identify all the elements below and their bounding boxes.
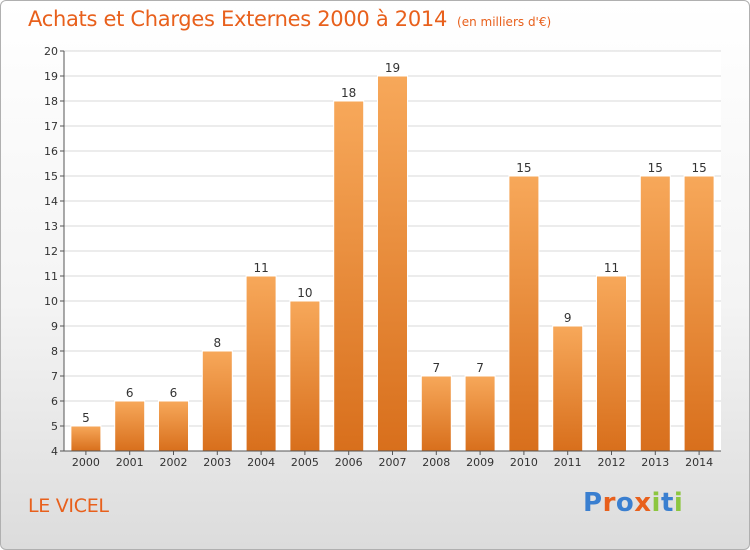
- bar: [333, 100, 365, 452]
- logo-letter: t: [660, 488, 674, 518]
- x-tick-label: 2003: [203, 456, 231, 469]
- data-label: 19: [385, 61, 400, 75]
- bar: [245, 275, 277, 452]
- data-label: 11: [604, 261, 619, 275]
- x-tick-label: 2008: [422, 456, 450, 469]
- logo-letter: P: [583, 488, 603, 518]
- chart-unit: (en milliers d'€): [457, 15, 552, 29]
- x-tick-label: 2004: [247, 456, 275, 469]
- bar: [596, 275, 627, 452]
- data-label: 6: [126, 386, 134, 400]
- y-tick-label: 14: [44, 195, 58, 208]
- x-tick-label: 2000: [72, 456, 100, 469]
- x-tick-label: 2007: [379, 456, 407, 469]
- data-label: 6: [170, 386, 178, 400]
- bar: [70, 425, 102, 452]
- data-label: 7: [432, 361, 440, 375]
- y-tick-label: 15: [44, 170, 58, 183]
- x-tick-label: 2011: [554, 456, 582, 469]
- y-tick-label: 12: [44, 245, 58, 258]
- x-tick-label: 2013: [641, 456, 669, 469]
- bar: [114, 400, 146, 452]
- y-tick-label: 18: [44, 95, 58, 108]
- bar: [289, 300, 321, 452]
- x-tick-label: 2010: [510, 456, 538, 469]
- data-label: 9: [564, 311, 572, 325]
- data-label: 8: [213, 336, 221, 350]
- logo-letter: i: [651, 488, 661, 518]
- axes: 4 5 6 7 8 9 10 11 12 13 14 15 16 17 18 19 20 2000 2001 2002…: [44, 45, 721, 469]
- proxiti-logo[interactable]: Proxiti: [583, 488, 683, 518]
- y-tick-label: 6: [51, 395, 58, 408]
- bar: [201, 350, 233, 452]
- bar: [420, 375, 452, 452]
- data-label: 7: [476, 361, 484, 375]
- x-tick-label: 2002: [160, 456, 188, 469]
- data-label: 15: [648, 161, 663, 175]
- y-tick-label: 16: [44, 145, 58, 158]
- bar: [508, 175, 540, 452]
- y-tick-label: 17: [44, 120, 58, 133]
- location-label: LE VICEL: [28, 495, 109, 517]
- bars: 5 6 6 8 11 10 18 19 7 7 15 9 11 15 15: [70, 61, 715, 452]
- bar: [683, 175, 715, 452]
- logo-letter: x: [634, 488, 652, 518]
- y-tick-label: 13: [44, 220, 58, 233]
- y-tick-label: 20: [44, 45, 58, 58]
- y-tick-label: 4: [51, 445, 58, 458]
- x-tick-label: 2012: [598, 456, 626, 469]
- y-tick-label: 10: [44, 295, 58, 308]
- x-tick-label: 2014: [685, 456, 713, 469]
- data-label: 5: [82, 411, 90, 425]
- chart-title: Achats et Charges Externes 2000 à 2014: [28, 7, 448, 31]
- data-label: 15: [516, 161, 531, 175]
- logo-letter: o: [615, 488, 635, 518]
- y-tick-label: 5: [51, 420, 58, 433]
- y-tick-label: 9: [51, 320, 58, 333]
- bar: [377, 75, 408, 452]
- x-tick-label: 2001: [116, 456, 144, 469]
- data-label: 11: [253, 261, 268, 275]
- y-tick-label: 7: [51, 370, 58, 383]
- title-row: Achats et Charges Externes 2000 à 2014 (e…: [28, 7, 551, 31]
- data-label: 10: [297, 286, 312, 300]
- y-tick-label: 11: [44, 270, 58, 283]
- x-tick-label: 2005: [291, 456, 319, 469]
- bar: [464, 375, 496, 452]
- logo-letter: r: [602, 488, 616, 518]
- x-tick-label: 2009: [466, 456, 494, 469]
- y-tick-label: 19: [44, 70, 58, 83]
- data-label: 15: [691, 161, 706, 175]
- x-tick-label: 2006: [335, 456, 363, 469]
- logo-letter: i: [673, 488, 684, 518]
- bar: [158, 400, 189, 452]
- bar: [552, 325, 584, 452]
- y-tick-label: 8: [51, 345, 58, 358]
- bar: [639, 175, 671, 452]
- data-label: 18: [341, 86, 356, 100]
